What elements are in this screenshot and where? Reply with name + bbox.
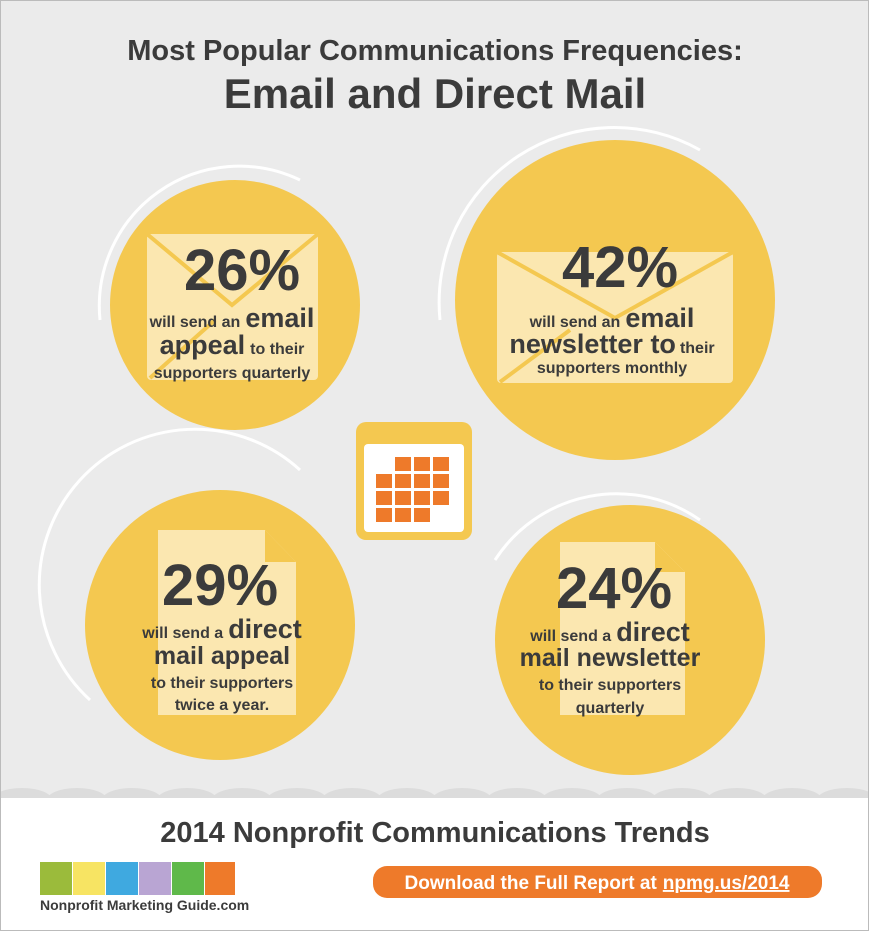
percent: 42%: [562, 235, 678, 300]
stat-line: to their supporters: [539, 677, 681, 694]
text: will send an: [149, 314, 241, 331]
stat: 29% will send a direct mail appeal to the…: [141, 553, 301, 714]
stat-line: twice a year.: [175, 697, 269, 714]
download-button[interactable]: Download the Full Report at npmg.us/2014: [373, 866, 822, 898]
emphasis: direct: [616, 617, 690, 647]
stat-line: mail newsletter: [520, 644, 701, 672]
envelope-icon: [143, 230, 737, 387]
stat: 26% will send an email appeal to their sup…: [149, 238, 315, 382]
link[interactable]: npmg.us/2014: [663, 873, 790, 894]
stat-line: appeal to their: [160, 330, 305, 360]
stat-line: will send an email: [149, 303, 315, 333]
text: to their: [250, 341, 304, 358]
stat-line: to their supporters: [151, 675, 293, 692]
stat-line: will send a direct: [141, 614, 301, 644]
stat: 42% will send an email newsletter to their…: [509, 235, 714, 377]
calendar-cell: [433, 457, 449, 471]
stat-line: quarterly: [576, 700, 645, 717]
calendar-cell: [414, 457, 430, 471]
text: their: [680, 340, 715, 357]
emphasis: direct: [228, 614, 302, 644]
calendar-icon: [356, 422, 472, 540]
calendar-cell: [376, 491, 392, 505]
emphasis: appeal: [160, 330, 246, 360]
stat-line: will send an email: [529, 303, 695, 333]
percent: 26%: [184, 238, 300, 303]
stat-line: mail appeal: [154, 642, 290, 670]
subtitle: Email and Direct Mail: [224, 70, 646, 117]
emphasis: email: [245, 303, 314, 333]
percent: 29%: [162, 553, 278, 618]
calendar-cell: [395, 508, 411, 522]
footer-title: 2014 Nonprofit Communications Trends: [160, 817, 709, 849]
stat-line: will send a direct: [529, 617, 689, 647]
rings: [37, 125, 701, 702]
stat-line: newsletter to their: [509, 329, 714, 359]
calendar-cell: [414, 491, 430, 505]
emphasis: newsletter to: [509, 329, 676, 359]
text: will send a: [529, 628, 611, 645]
calendar-cell: [395, 491, 411, 505]
button-bg[interactable]: [373, 866, 822, 898]
percent: 24%: [556, 556, 672, 621]
stat-line: supporters quarterly: [154, 365, 311, 382]
stat-line: supporters monthly: [537, 360, 687, 377]
calendar-cell: [414, 474, 430, 488]
calendar-cell: [433, 491, 449, 505]
logo-text: Nonprofit Marketing Guide.com: [40, 897, 249, 913]
calendar-cell: [376, 508, 392, 522]
text: will send a: [141, 625, 223, 642]
text: will send an: [529, 314, 621, 331]
button-text[interactable]: Download the Full Report at npmg.us/2014: [405, 873, 790, 894]
logo: Nonprofit Marketing Guide.com: [40, 862, 249, 913]
title: Most Popular Communications Frequencies:: [127, 35, 743, 67]
document-icon: [158, 530, 685, 715]
emphasis: email: [625, 303, 694, 333]
calendar-cell: [395, 457, 411, 471]
calendar-cell: [433, 474, 449, 488]
button-label[interactable]: Download the Full Report at: [405, 873, 658, 894]
calendar-cell: [414, 508, 430, 522]
calendar-cell: [395, 474, 411, 488]
calendar-cell: [376, 474, 392, 488]
stat: 24% will send a direct mail newsletter to…: [520, 556, 701, 717]
